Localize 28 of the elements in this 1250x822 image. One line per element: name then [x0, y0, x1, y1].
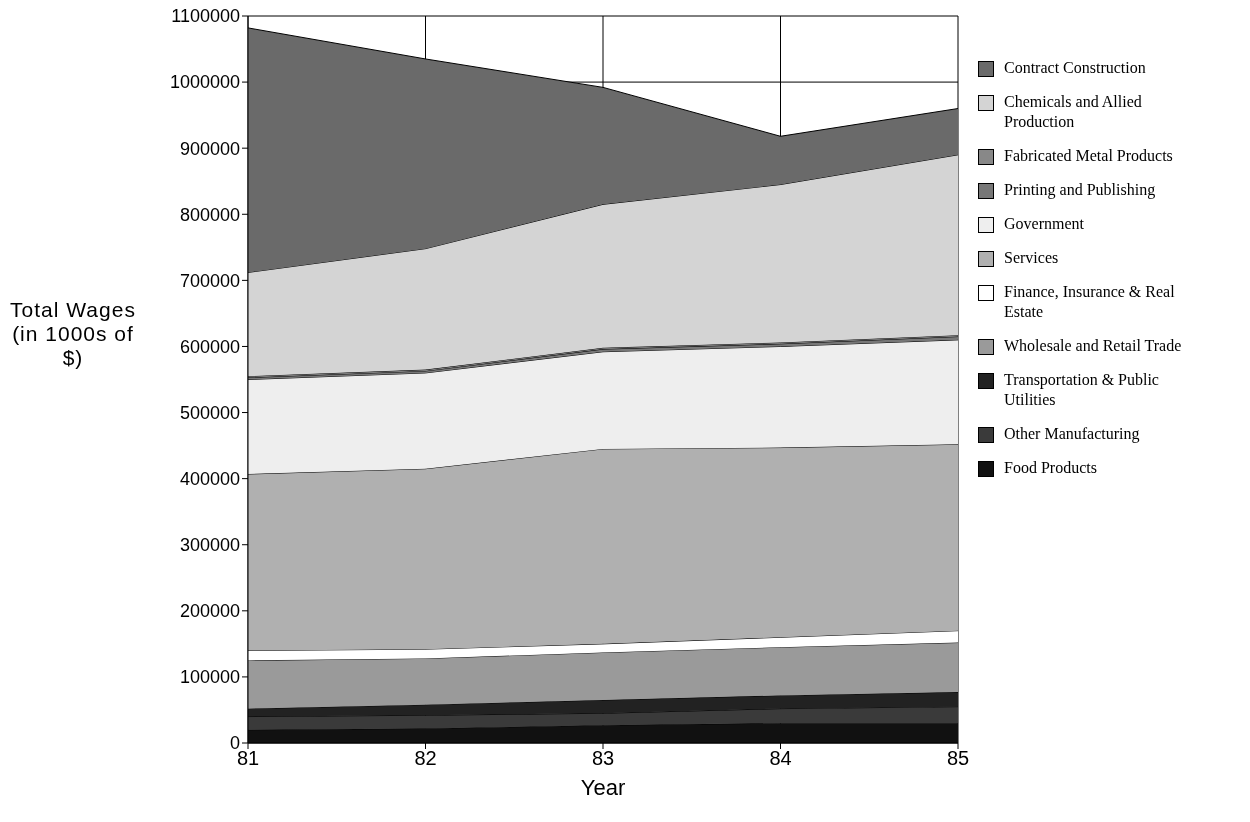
legend-label: Fabricated Metal Products [1004, 146, 1173, 166]
legend-label: Government [1004, 214, 1084, 234]
x-axis-title: Year [580, 774, 626, 800]
y-tick-label: 800000 [179, 204, 240, 225]
y-tick-label: 300000 [179, 535, 240, 556]
x-tick-label: 82 [414, 747, 437, 770]
legend-label: Food Products [1004, 458, 1097, 478]
y-axis-title: Total Wages (in 1000s of $) [9, 297, 137, 371]
y-tick-label: 900000 [179, 138, 240, 159]
legend-label: Finance, Insurance & Real Estate [1004, 282, 1176, 322]
y-tick-label: 400000 [179, 469, 240, 490]
legend-label: Transportation & Public Utilities [1004, 370, 1160, 410]
y-tick-label: 1100000 [171, 6, 240, 27]
x-tick-label: 85 [946, 747, 970, 770]
x-tick-label: 84 [769, 747, 792, 770]
legend-label: Wholesale and Retail Trade [1004, 336, 1182, 356]
legend-label: Other Manufacturing [1004, 424, 1140, 444]
y-tick-label: 200000 [179, 601, 240, 622]
y-tick-label: 1000000 [169, 72, 240, 93]
legend-label: Chemicals and Allied Production [1004, 92, 1143, 132]
y-tick-label: 100000 [179, 667, 240, 688]
y-tick-label: 700000 [179, 270, 240, 291]
x-tick-label: 83 [591, 747, 615, 770]
legend-label: Services [1004, 248, 1059, 268]
legend-label: Printing and Publishing [1004, 180, 1156, 200]
y-tick-label: 500000 [179, 402, 240, 423]
y-tick-label: 600000 [179, 336, 240, 357]
legend-label: Contract Construction [1004, 58, 1146, 78]
